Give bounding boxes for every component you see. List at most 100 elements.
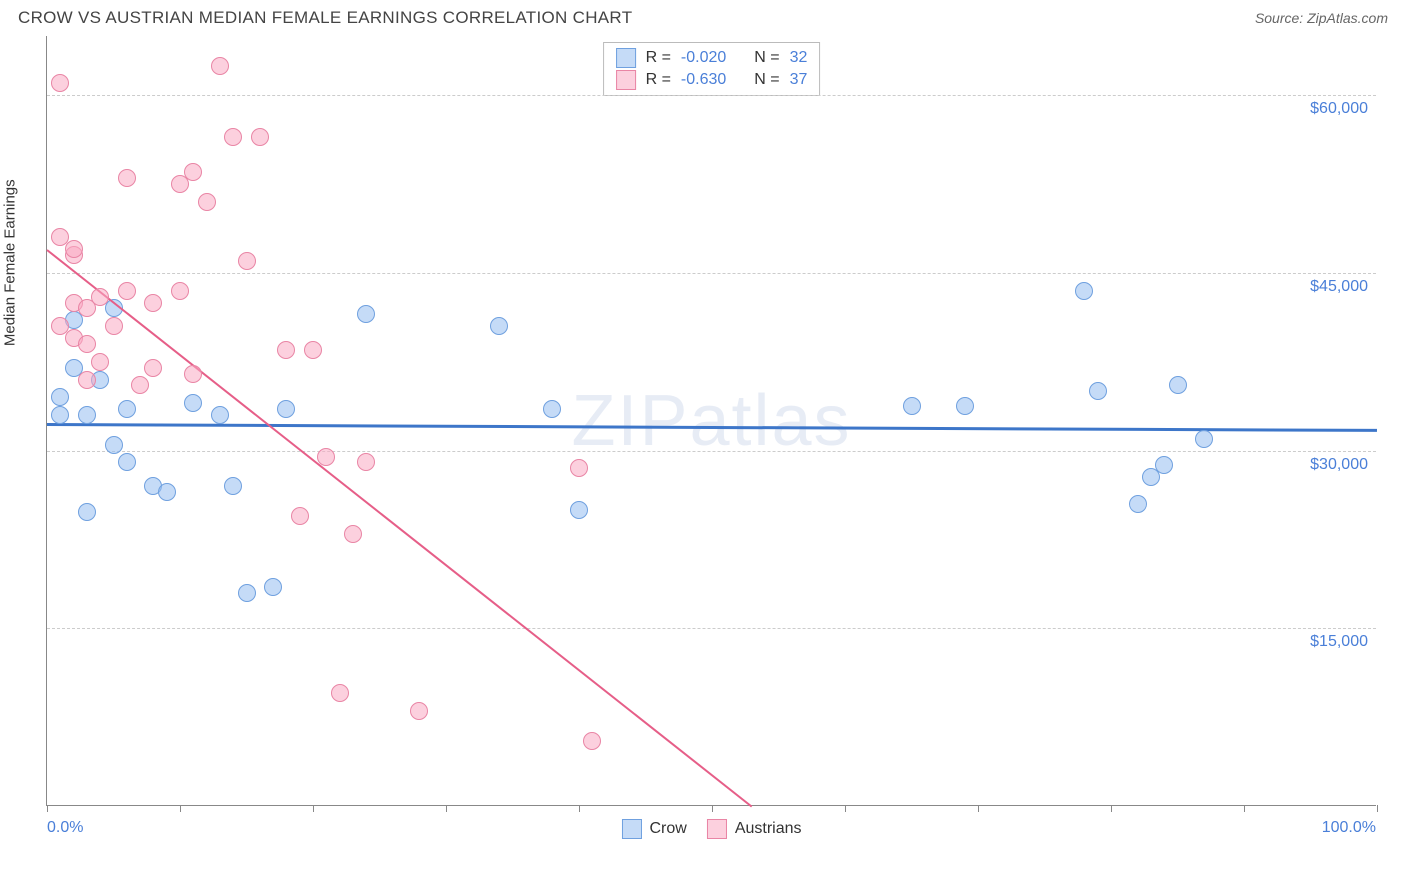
- data-point: [903, 397, 921, 415]
- x-tick: [1111, 805, 1112, 812]
- data-point: [78, 335, 96, 353]
- stats-row: R = -0.020 N = 32: [616, 47, 808, 69]
- data-point: [184, 365, 202, 383]
- chart-title: CROW VS AUSTRIAN MEDIAN FEMALE EARNINGS …: [18, 8, 632, 28]
- data-point: [198, 193, 216, 211]
- x-tick: [712, 805, 713, 812]
- gridline-h: [47, 273, 1376, 274]
- watermark: ZIPatlas: [571, 380, 851, 462]
- data-point: [331, 684, 349, 702]
- legend-label: Crow: [649, 820, 686, 838]
- data-point: [264, 578, 282, 596]
- data-point: [118, 282, 136, 300]
- data-point: [291, 507, 309, 525]
- x-axis-label: 100.0%: [1322, 819, 1376, 837]
- data-point: [171, 282, 189, 300]
- data-point: [65, 240, 83, 258]
- data-point: [211, 57, 229, 75]
- x-axis-label: 0.0%: [47, 819, 83, 837]
- data-point: [956, 397, 974, 415]
- data-point: [51, 74, 69, 92]
- stat-r-value: -0.630: [681, 71, 726, 89]
- stat-n-value: 37: [790, 71, 808, 89]
- stat-r-label: R =: [646, 49, 671, 67]
- x-tick: [1377, 805, 1378, 812]
- data-point: [1155, 456, 1173, 474]
- data-point: [277, 341, 295, 359]
- data-point: [158, 483, 176, 501]
- data-point: [357, 305, 375, 323]
- data-point: [1195, 430, 1213, 448]
- data-point: [238, 584, 256, 602]
- x-tick: [1244, 805, 1245, 812]
- legend-label: Austrians: [735, 820, 802, 838]
- data-point: [184, 394, 202, 412]
- data-point: [543, 400, 561, 418]
- data-point: [131, 376, 149, 394]
- gridline-h: [47, 628, 1376, 629]
- data-point: [105, 317, 123, 335]
- x-tick: [446, 805, 447, 812]
- y-axis-label: Median Female Earnings: [2, 179, 19, 346]
- stat-n-value: 32: [790, 49, 808, 67]
- data-point: [251, 128, 269, 146]
- data-point: [118, 453, 136, 471]
- stat-r-value: -0.020: [681, 49, 726, 67]
- legend-item: Austrians: [707, 819, 802, 839]
- x-tick: [978, 805, 979, 812]
- stat-n-label: N =: [754, 49, 779, 67]
- data-point: [144, 359, 162, 377]
- source-label: Source: ZipAtlas.com: [1255, 10, 1388, 26]
- data-point: [51, 388, 69, 406]
- x-tick: [313, 805, 314, 812]
- data-point: [78, 503, 96, 521]
- data-point: [1169, 376, 1187, 394]
- trend-line: [46, 249, 752, 807]
- y-tick-label: $60,000: [1310, 100, 1368, 118]
- x-tick: [845, 805, 846, 812]
- data-point: [51, 406, 69, 424]
- data-point: [91, 288, 109, 306]
- gridline-h: [47, 95, 1376, 96]
- data-point: [1129, 495, 1147, 513]
- data-point: [570, 459, 588, 477]
- gridline-h: [47, 451, 1376, 452]
- data-point: [118, 400, 136, 418]
- data-point: [224, 477, 242, 495]
- legend-swatch: [707, 819, 727, 839]
- data-point: [78, 406, 96, 424]
- legend-item: Crow: [621, 819, 686, 839]
- data-point: [184, 163, 202, 181]
- x-tick: [579, 805, 580, 812]
- legend-swatch: [616, 70, 636, 90]
- plot-wrap: Median Female Earnings ZIPatlas R = -0.0…: [18, 36, 1388, 806]
- data-point: [344, 525, 362, 543]
- data-point: [583, 732, 601, 750]
- header: CROW VS AUSTRIAN MEDIAN FEMALE EARNINGS …: [0, 0, 1406, 32]
- data-point: [410, 702, 428, 720]
- legend-swatch: [621, 819, 641, 839]
- data-point: [304, 341, 322, 359]
- data-point: [238, 252, 256, 270]
- y-tick-label: $15,000: [1310, 633, 1368, 651]
- data-point: [317, 448, 335, 466]
- stats-row: R = -0.630 N = 37: [616, 69, 808, 91]
- data-point: [357, 453, 375, 471]
- stats-legend-box: R = -0.020 N = 32 R = -0.630 N = 37: [603, 42, 821, 96]
- stat-r-label: R =: [646, 71, 671, 89]
- data-point: [1089, 382, 1107, 400]
- data-point: [1075, 282, 1093, 300]
- data-point: [211, 406, 229, 424]
- data-point: [277, 400, 295, 418]
- data-point: [91, 353, 109, 371]
- data-point: [105, 436, 123, 454]
- data-point: [78, 371, 96, 389]
- x-tick: [47, 805, 48, 812]
- y-tick-label: $30,000: [1310, 456, 1368, 474]
- x-tick: [180, 805, 181, 812]
- data-point: [144, 294, 162, 312]
- stat-n-label: N =: [754, 71, 779, 89]
- data-point: [490, 317, 508, 335]
- trend-line: [47, 423, 1377, 431]
- y-tick-label: $45,000: [1310, 278, 1368, 296]
